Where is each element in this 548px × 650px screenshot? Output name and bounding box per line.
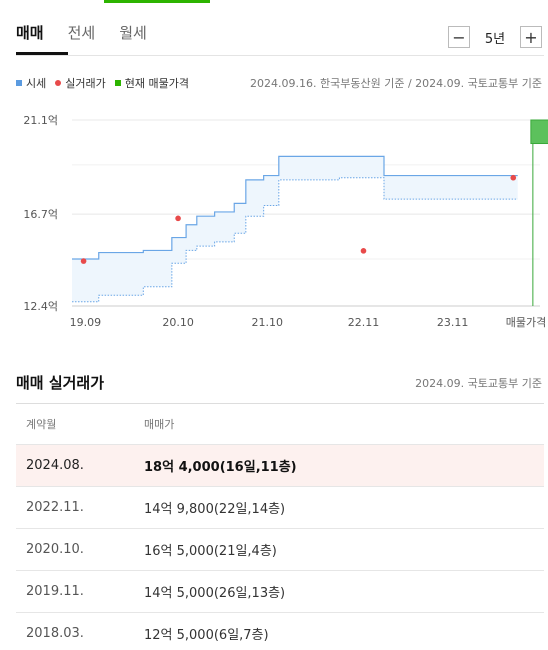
row-date: 2024.08. — [26, 458, 84, 473]
price-band-lower — [72, 177, 518, 303]
tabs-divider — [16, 55, 544, 56]
period-increase-button[interactable]: + — [520, 26, 542, 48]
header-price: 매매가 — [144, 418, 175, 431]
legend-label-1: 실거래가 — [65, 77, 106, 90]
price-band-upper — [72, 155, 518, 260]
price-chart[interactable]: 21.1억 16.7억 12.4억 19.09 20.10 21.10 22.11 23.11… — [0, 104, 548, 336]
legend-item-1: 실거래가 — [55, 75, 106, 91]
row-price: 18억 4,000(16일,11층) — [144, 460, 297, 475]
x-tick-label: 21.10 — [251, 316, 283, 329]
legend-item-2: 현재 매물가격 — [114, 75, 189, 91]
header-date: 계약월 — [26, 418, 57, 431]
table-row[interactable]: 2020.10. 16억 5,000(21일,4층) — [16, 528, 544, 570]
row-date: 2020.10. — [26, 542, 84, 557]
table-header: 계약월 매매가 — [16, 404, 544, 444]
legend-item-0: 시세 — [16, 75, 46, 91]
tab-0[interactable]: 매매 — [16, 24, 44, 42]
legend-label-2: 현재 매물가격 — [124, 77, 189, 90]
legend-label-0: 시세 — [26, 77, 47, 90]
row-date: 2022.11. — [26, 500, 84, 515]
deals-table: 2024.08. 18억 4,000(16일,11층) 2022.11. 14억 9,… — [16, 444, 544, 650]
chart-legend: 시세 실거래가 현재 매물가격 — [16, 75, 198, 91]
row-date: 2018.03. — [26, 626, 84, 641]
price-band-area — [72, 156, 518, 302]
top-accent-bar — [104, 0, 210, 3]
period-value: 5년 — [484, 31, 506, 47]
y-tick-label: 21.1억 — [23, 114, 58, 127]
x-tick-label: 23.11 — [437, 316, 469, 329]
listing-range-bar — [530, 119, 548, 145]
deals-source-note: 2024.09. 국토교통부 기준 — [415, 377, 542, 390]
active-tab-underline — [16, 52, 68, 55]
deal-point — [80, 258, 87, 264]
tab-1[interactable]: 전세 — [67, 24, 96, 42]
y-tick-label: 12.4억 — [23, 300, 58, 313]
row-date: 2019.11. — [26, 584, 84, 599]
x-tick-label: 19.09 — [70, 316, 102, 329]
legend-marker-0 — [16, 80, 22, 86]
deals-title: 매매 실거래가 — [16, 374, 105, 392]
table-row[interactable]: 2018.03. 12억 5,000(6일,7층) — [16, 612, 544, 650]
x-tick-label: 매물가격 — [506, 316, 546, 329]
table-row[interactable]: 2024.08. 18억 4,000(16일,11층) — [16, 444, 544, 486]
deal-point — [175, 215, 181, 222]
table-divider — [16, 403, 544, 404]
row-price: 14억 5,000(26일,13층) — [144, 586, 286, 601]
period-decrease-button[interactable]: − — [448, 26, 470, 48]
legend-marker-2 — [114, 80, 121, 86]
period-control: − 5년 + — [448, 26, 542, 48]
deal-point — [360, 248, 367, 254]
tab-2[interactable]: 월세 — [119, 24, 147, 42]
table-row[interactable]: 2022.11. 14억 9,800(22일,14층) — [16, 486, 544, 528]
row-price: 12억 5,000(6일,7층) — [144, 628, 269, 643]
row-price: 14억 9,800(22일,14층) — [144, 502, 286, 517]
legend-marker-1 — [55, 80, 62, 86]
table-row[interactable]: 2019.11. 14억 5,000(26일,13층) — [16, 570, 544, 612]
deal-type-tabs: 매매 전세 월세 — [16, 22, 171, 43]
x-tick-label: 20.10 — [162, 316, 194, 329]
y-tick-label: 16.7억 — [23, 208, 58, 221]
x-tick-label: 22.11 — [348, 316, 380, 329]
row-price: 16억 5,000(21일,4층) — [144, 544, 277, 559]
source-note: 2024.09.16. 한국부동산원 기준 / 2024.09. 국토교통부 기… — [250, 77, 542, 90]
deal-point — [510, 174, 517, 181]
